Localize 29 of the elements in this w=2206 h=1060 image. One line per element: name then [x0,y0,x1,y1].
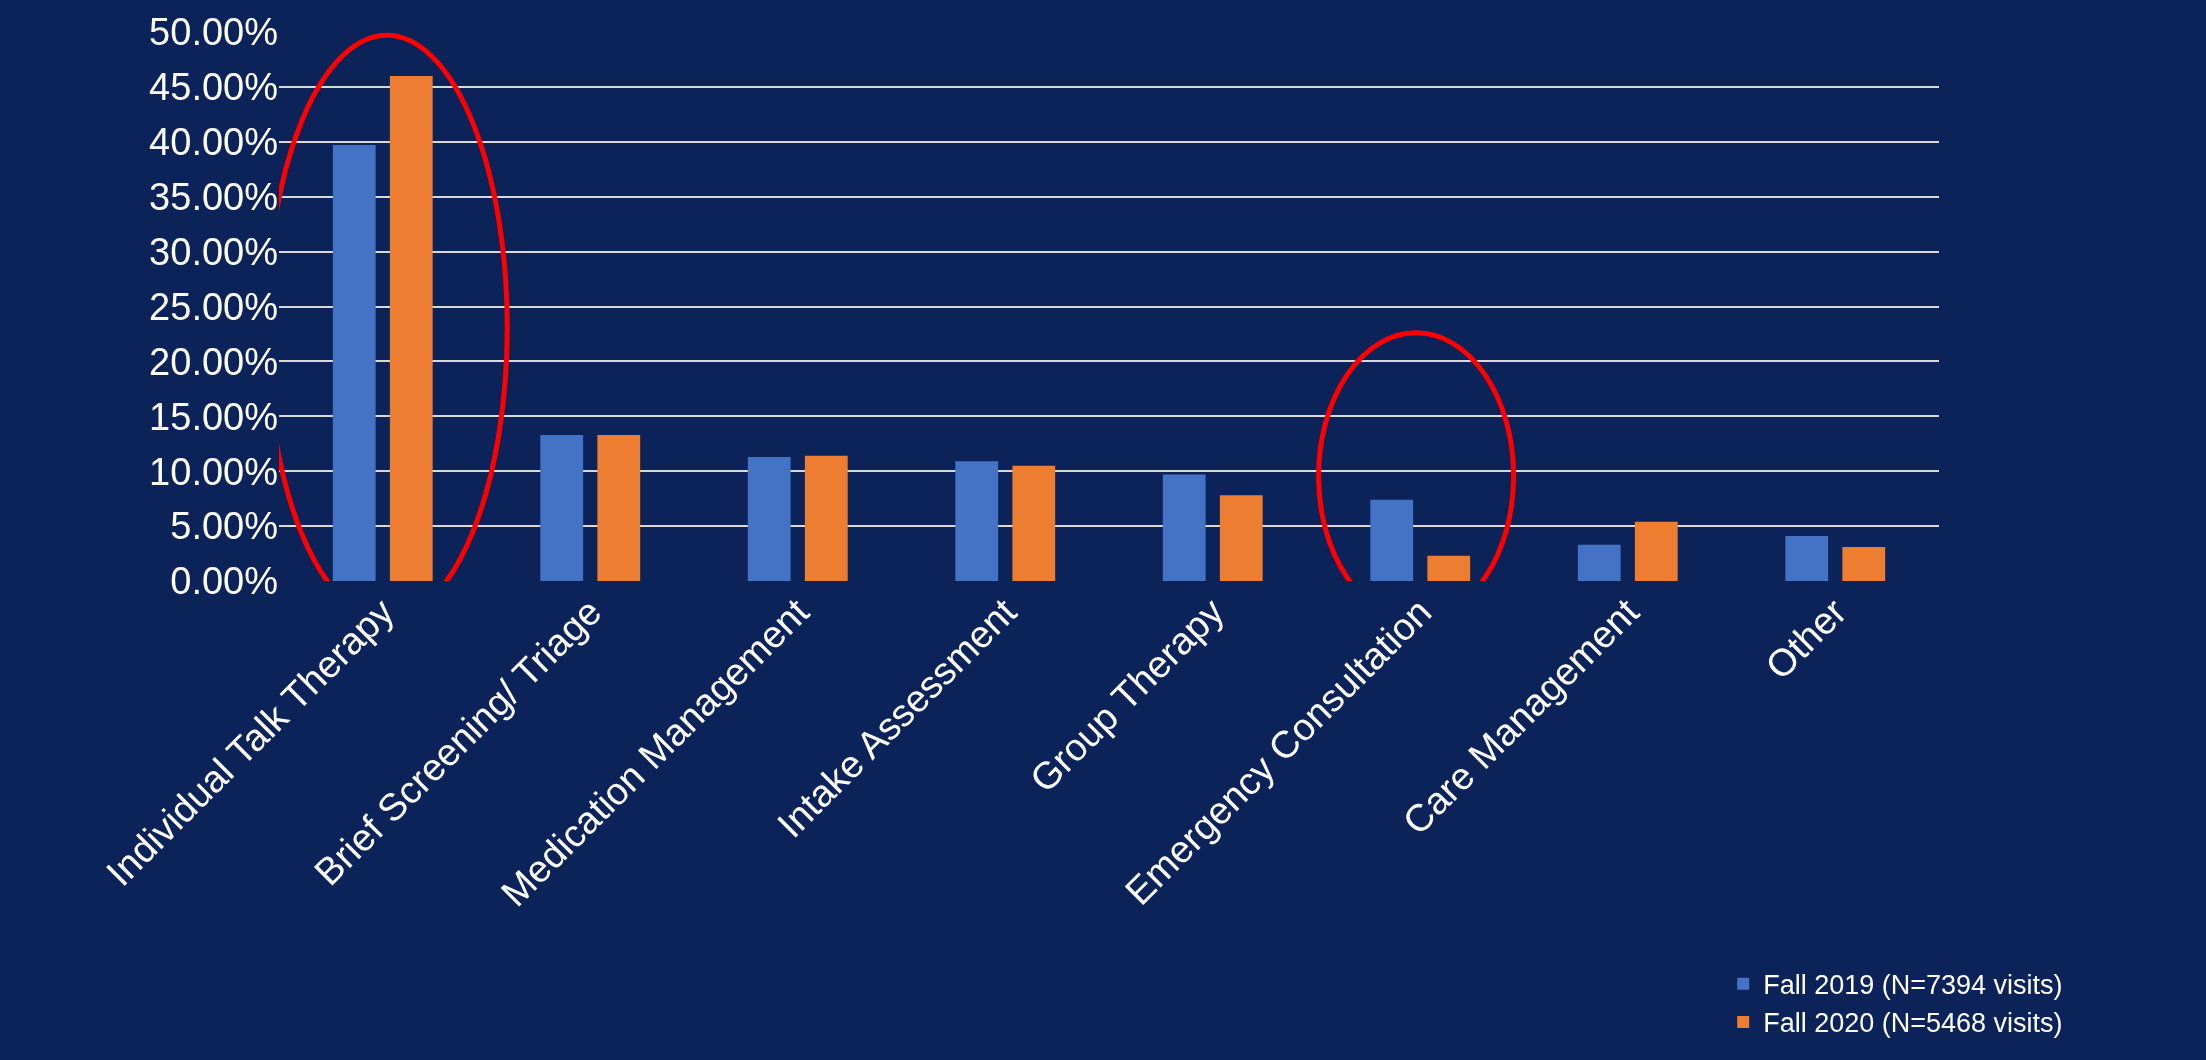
bar [389,75,433,581]
y-tick-label: 30.00% [149,230,278,273]
bar [1370,499,1414,581]
y-tick-label: 0.00% [170,560,278,603]
y-tick-label: 25.00% [149,285,278,328]
bar [332,145,376,581]
bar [540,434,584,581]
bar [597,434,641,581]
bar [1842,546,1886,581]
y-tick-label: 50.00% [149,11,278,54]
bar [1427,555,1471,581]
bar [1577,544,1621,581]
y-tick-label: 5.00% [170,505,278,548]
y-tick-label: 45.00% [149,66,278,109]
bar [1162,474,1206,581]
bar [1785,535,1829,581]
bar [1012,465,1056,581]
y-tick-label: 10.00% [149,450,278,493]
y-tick-label: 15.00% [149,395,278,438]
bar [1634,521,1678,581]
y-tick-label: 40.00% [149,121,278,164]
y-tick-label: 35.00% [149,176,278,218]
bar [804,455,848,581]
bar [1219,495,1263,581]
legend-label: Fall 2019 (N=7394 visits) [1763,970,2063,1001]
y-tick-label: 20.00% [149,340,278,383]
legend-label: Fall 2020 (N=5468 visits) [1763,1008,2063,1039]
bar [747,456,791,581]
bar [955,461,999,581]
